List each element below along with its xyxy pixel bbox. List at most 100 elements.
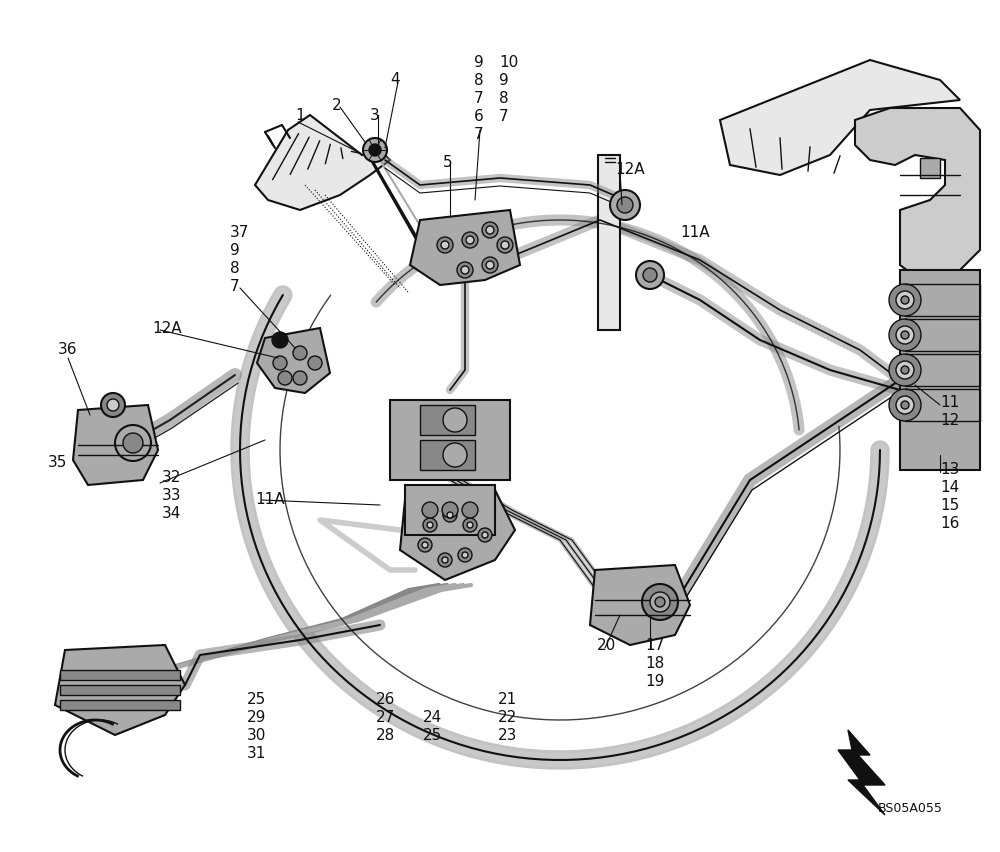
Circle shape [442, 557, 448, 563]
Bar [60, 670, 180, 680]
Circle shape [443, 443, 467, 467]
Text: 24: 24 [423, 710, 442, 725]
Text: 7: 7 [499, 109, 509, 124]
Text: 21: 21 [498, 692, 517, 707]
Polygon shape [257, 328, 330, 393]
Circle shape [457, 262, 473, 278]
Text: 11A: 11A [255, 492, 285, 507]
Text: 31: 31 [247, 746, 266, 761]
Text: 9: 9 [499, 73, 509, 88]
Circle shape [643, 268, 657, 282]
Polygon shape [720, 60, 960, 175]
Circle shape [278, 371, 292, 385]
Circle shape [443, 408, 467, 432]
Circle shape [901, 366, 909, 374]
Polygon shape [855, 108, 980, 280]
Circle shape [896, 361, 914, 379]
Text: 12A: 12A [615, 162, 645, 177]
Text: 30: 30 [247, 728, 266, 743]
Circle shape [478, 528, 492, 542]
Circle shape [463, 518, 477, 532]
Text: 20: 20 [597, 638, 616, 653]
Circle shape [501, 241, 509, 249]
Polygon shape [590, 565, 690, 645]
Text: 13: 13 [940, 462, 959, 477]
Circle shape [458, 548, 472, 562]
Bar [60, 685, 180, 695]
Circle shape [427, 522, 433, 528]
Circle shape [461, 266, 469, 274]
Text: 8: 8 [230, 261, 240, 276]
Circle shape [901, 331, 909, 339]
Text: 23: 23 [498, 728, 517, 743]
Text: 7: 7 [474, 91, 484, 106]
Circle shape [901, 296, 909, 304]
Circle shape [422, 502, 438, 518]
Circle shape [442, 502, 458, 518]
Circle shape [896, 396, 914, 414]
Text: 8: 8 [499, 91, 509, 106]
Text: 7: 7 [230, 279, 240, 294]
Text: 8: 8 [474, 73, 484, 88]
Text: 33: 33 [162, 488, 182, 503]
Circle shape [462, 232, 478, 248]
Circle shape [447, 512, 453, 518]
Circle shape [901, 401, 909, 409]
Circle shape [107, 399, 119, 411]
Text: 12: 12 [940, 413, 959, 428]
Text: 7: 7 [474, 127, 484, 142]
Text: 1: 1 [295, 108, 305, 123]
Circle shape [889, 319, 921, 351]
Circle shape [462, 502, 478, 518]
Text: 29: 29 [247, 710, 266, 725]
Circle shape [369, 144, 381, 156]
Circle shape [486, 261, 494, 269]
Circle shape [466, 236, 474, 244]
Bar [920, 158, 940, 178]
Circle shape [462, 552, 468, 558]
Polygon shape [400, 490, 515, 580]
Circle shape [293, 371, 307, 385]
Circle shape [482, 257, 498, 273]
Circle shape [272, 332, 288, 348]
Text: 2: 2 [332, 98, 342, 113]
Circle shape [437, 237, 453, 253]
Text: 15: 15 [940, 498, 959, 513]
Circle shape [467, 522, 473, 528]
Polygon shape [838, 730, 885, 815]
Text: 18: 18 [645, 656, 664, 671]
Text: 6: 6 [474, 109, 484, 124]
Circle shape [486, 226, 494, 234]
Text: 36: 36 [58, 342, 78, 357]
Text: 19: 19 [645, 674, 664, 689]
Circle shape [889, 389, 921, 421]
Bar [60, 700, 180, 710]
Text: 3: 3 [370, 108, 380, 123]
Text: BS05A055: BS05A055 [878, 802, 943, 815]
Circle shape [482, 532, 488, 538]
Circle shape [896, 326, 914, 344]
Text: 17: 17 [645, 638, 664, 653]
Circle shape [642, 584, 678, 620]
Circle shape [438, 553, 452, 567]
Text: 27: 27 [376, 710, 395, 725]
Circle shape [443, 508, 457, 522]
Polygon shape [55, 645, 185, 735]
Circle shape [441, 241, 449, 249]
Text: 11: 11 [940, 395, 959, 410]
Circle shape [650, 592, 670, 612]
Text: 37: 37 [230, 225, 249, 240]
Bar [390, 400, 510, 480]
Text: 4: 4 [390, 72, 400, 87]
Bar [420, 405, 475, 435]
Bar [900, 270, 980, 470]
Circle shape [497, 237, 513, 253]
Circle shape [423, 518, 437, 532]
Text: 9: 9 [474, 55, 484, 70]
Text: 25: 25 [247, 692, 266, 707]
Text: 35: 35 [48, 455, 67, 470]
Bar [405, 485, 495, 535]
Circle shape [123, 433, 143, 453]
Text: 11A: 11A [680, 225, 710, 240]
Polygon shape [410, 210, 520, 285]
